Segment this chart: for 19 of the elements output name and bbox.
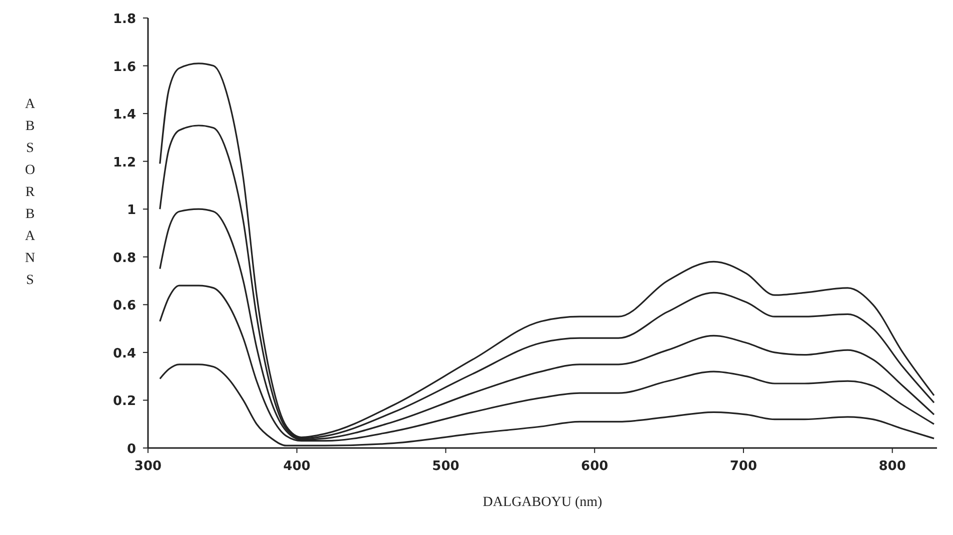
x-tick-label: 800 (878, 459, 906, 474)
y-tick-label: 0 (126, 442, 136, 457)
y-tick-label: 1.6 (112, 60, 136, 75)
y-tick-label: 1.8 (112, 12, 136, 27)
y-tick-label: 0.4 (112, 346, 136, 362)
y-tick-label: 0.8 (112, 250, 136, 266)
y-tick-label: 1 (126, 203, 136, 218)
line-series (159, 62, 935, 438)
x-axis-title: DALGABOYU (nm) (482, 495, 603, 510)
x-tick-label: 300 (134, 459, 162, 474)
x-tick-label: 700 (730, 459, 758, 474)
y-tick-label: 0.6 (112, 298, 136, 314)
x-tick-label: 500 (432, 459, 460, 474)
y-tick-label: 1.4 (112, 108, 136, 123)
y-tick-label: 1.2 (112, 155, 136, 170)
x-tick-label: 600 (581, 459, 608, 474)
y-tick-label: 0.2 (112, 394, 136, 410)
text: ABSORBANS (24, 97, 36, 288)
x-tick-label: 400 (283, 459, 310, 474)
